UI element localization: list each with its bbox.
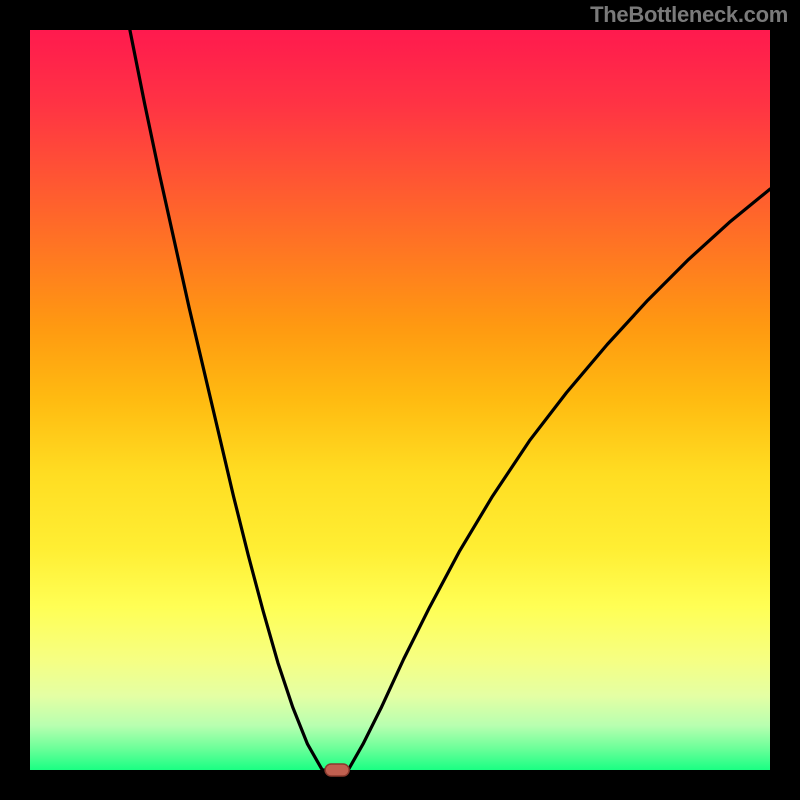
watermark-text: TheBottleneck.com <box>590 2 788 28</box>
bottleneck-chart <box>0 0 800 800</box>
plot-background-gradient <box>30 30 770 770</box>
chart-container: TheBottleneck.com <box>0 0 800 800</box>
minimum-marker <box>325 764 349 776</box>
